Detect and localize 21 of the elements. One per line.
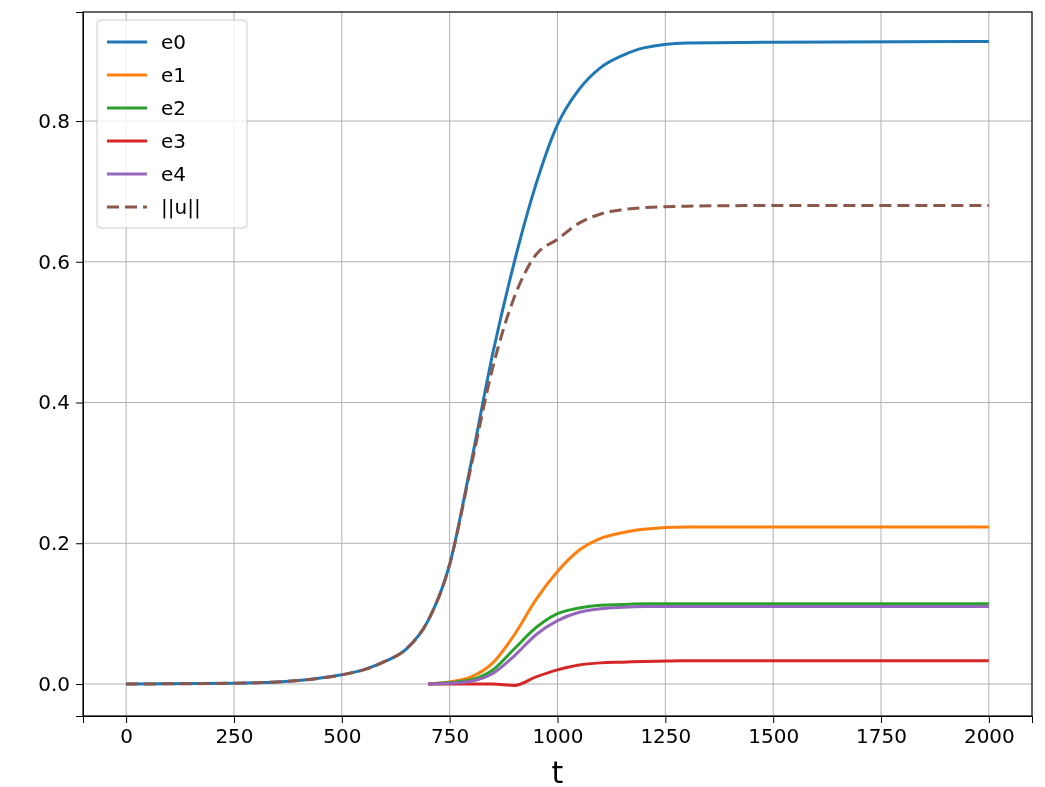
y-tick-label: 0.6 bbox=[38, 249, 70, 274]
legend-label: e4 bbox=[161, 162, 187, 186]
y-tick-label: 0.8 bbox=[38, 108, 70, 133]
legend-label: ||u|| bbox=[161, 195, 201, 219]
legend-label: e1 bbox=[161, 63, 187, 87]
legend-label: e2 bbox=[161, 96, 187, 120]
x-tick-label: 0 bbox=[120, 724, 133, 749]
x-tick-label: 1750 bbox=[856, 724, 907, 749]
x-tick-label: 1250 bbox=[640, 724, 692, 749]
legend-label: e3 bbox=[161, 129, 187, 153]
y-tick-label: 0.0 bbox=[38, 671, 70, 696]
legend-label: e0 bbox=[161, 30, 187, 54]
y-tick-label: 0.4 bbox=[38, 390, 70, 415]
x-axis-title: t bbox=[551, 755, 564, 787]
x-tick-label: 500 bbox=[323, 724, 362, 749]
x-tick-label: 1500 bbox=[748, 724, 800, 749]
x-tick-label: 250 bbox=[215, 724, 254, 749]
y-tick-label: 0.2 bbox=[38, 531, 70, 556]
x-tick-label: 2000 bbox=[963, 724, 1015, 749]
x-tick-label: 1000 bbox=[532, 724, 584, 749]
x-tick-label: 750 bbox=[431, 724, 470, 749]
